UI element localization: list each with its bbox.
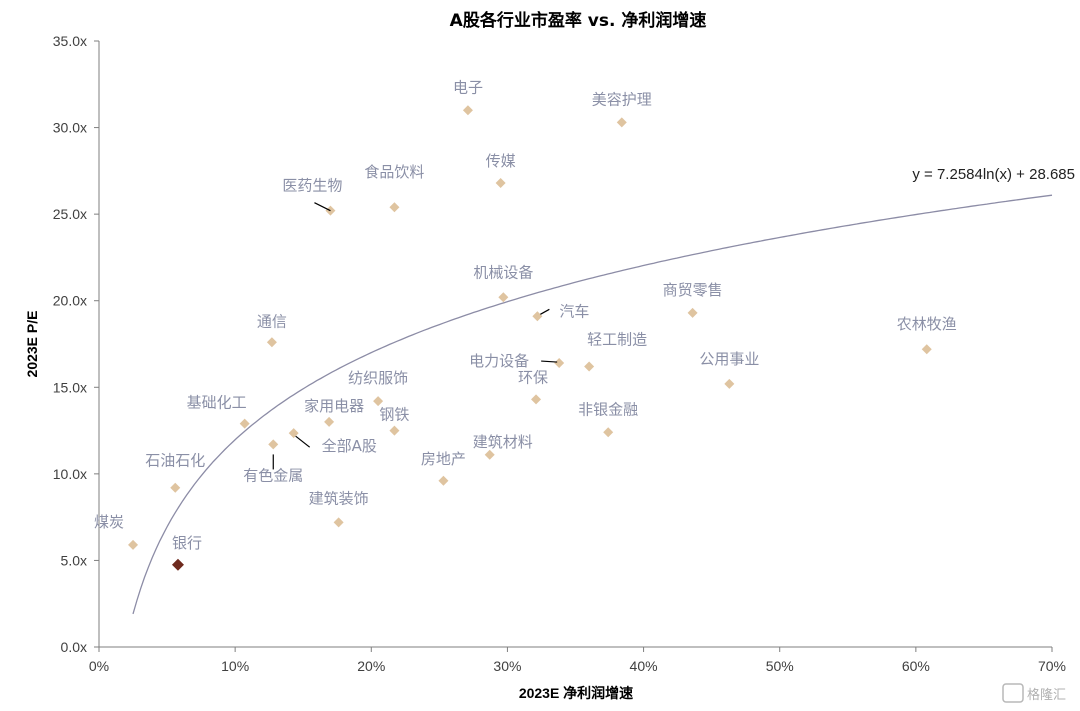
data-point <box>389 202 400 213</box>
y-tick-label: 15.0x <box>53 379 87 395</box>
leader-line <box>540 308 550 315</box>
data-point <box>531 394 542 405</box>
data-point-label: 钢铁 <box>379 406 409 424</box>
data-point-label: 纺织服饰 <box>348 369 408 387</box>
data-point-label: 银行 <box>172 534 202 552</box>
data-point-label: 轻工制造 <box>587 331 647 349</box>
trendline-curve <box>132 194 1053 615</box>
data-point-label: 通信 <box>257 312 287 330</box>
data-point-label: 农林牧渔 <box>897 315 957 333</box>
y-tick-label: 25.0x <box>53 206 87 222</box>
data-point <box>498 292 509 303</box>
data-point <box>554 358 565 369</box>
data-points <box>128 105 932 571</box>
watermark-logo-icon <box>1002 683 1024 703</box>
data-point-label: 非银金融 <box>578 400 638 418</box>
data-point-label: 有色金属 <box>243 466 303 484</box>
data-point <box>484 449 495 460</box>
y-tick-label: 10.0x <box>53 466 87 482</box>
trendline-equation: y = 7.2584ln(x) + 28.685 <box>912 166 1075 183</box>
trendline <box>132 194 1053 615</box>
data-point <box>724 378 735 389</box>
data-point <box>128 539 139 550</box>
data-point-label: 医药生物 <box>282 177 342 195</box>
data-point <box>333 517 344 528</box>
data-point <box>584 361 595 372</box>
y-tick-label: 0.0x <box>61 639 87 655</box>
data-point <box>603 427 614 438</box>
chart-title: A股各行业市盈率 vs. 净利润增速 <box>450 10 707 31</box>
data-point <box>268 439 279 450</box>
data-point <box>373 396 384 407</box>
data-point <box>324 416 335 427</box>
x-tick-label: 40% <box>630 658 658 674</box>
y-axis-title: 2023E P/E <box>24 311 40 378</box>
data-point-label: 电子 <box>453 78 483 96</box>
data-point-label: 基础化工 <box>187 394 247 412</box>
axes: 0% 10% 20% 30% 40% 50% 60% 70% 0.0x 5.0x 10.0x 15.0… <box>53 33 1066 674</box>
x-tick-label: 60% <box>902 658 930 674</box>
leader-line <box>314 202 331 212</box>
y-tick-label: 20.0x <box>53 293 87 309</box>
data-point-label: 美容护理 <box>592 90 652 108</box>
data-point <box>532 311 543 322</box>
x-tick-label: 30% <box>493 658 521 674</box>
data-point-label: 建筑装饰 <box>309 489 369 507</box>
data-point <box>438 475 449 486</box>
x-axis-title: 2023E 净利润增速 <box>519 685 633 701</box>
data-point <box>495 177 506 188</box>
leader-line <box>295 435 311 448</box>
y-tick-label: 30.0x <box>53 120 87 136</box>
data-point-label: 食品饮料 <box>364 163 424 181</box>
data-point <box>170 482 181 493</box>
watermark: 格隆汇 <box>1002 683 1066 703</box>
data-point <box>462 105 473 116</box>
data-point-label: 电力设备 <box>469 352 529 370</box>
data-point-label: 全部A股 <box>322 437 377 455</box>
data-point <box>616 117 627 128</box>
x-tick-label: 50% <box>766 658 794 674</box>
watermark-text: 格隆汇 <box>1027 687 1066 703</box>
x-tick-label: 0% <box>89 658 109 674</box>
x-tick-label: 10% <box>221 658 249 674</box>
data-point-label: 机械设备 <box>473 263 533 281</box>
data-point-label: 房地产 <box>421 450 466 468</box>
data-point-label: 传媒 <box>486 152 516 170</box>
data-point-label: 煤炭 <box>94 513 124 531</box>
data-point-label: 商贸零售 <box>663 281 723 299</box>
y-tick-label: 5.0x <box>61 552 87 568</box>
data-point-label: 公用事业 <box>699 350 759 368</box>
data-point <box>288 428 299 439</box>
data-point <box>389 425 400 436</box>
data-point-label: 建筑材料 <box>473 433 533 451</box>
data-point-label: 汽车 <box>559 302 589 320</box>
x-tick-label: 70% <box>1038 658 1066 674</box>
data-point-label: 环保 <box>518 368 548 386</box>
data-point-label: 石油石化 <box>145 452 205 470</box>
y-tick-label: 35.0x <box>53 33 87 49</box>
leader-line <box>541 360 558 363</box>
data-point-label: 家用电器 <box>304 397 364 415</box>
data-point <box>921 344 932 355</box>
data-point <box>266 337 277 348</box>
data-point <box>687 307 698 318</box>
x-tick-label: 20% <box>357 658 385 674</box>
data-point <box>171 558 184 571</box>
data-point <box>239 418 250 429</box>
